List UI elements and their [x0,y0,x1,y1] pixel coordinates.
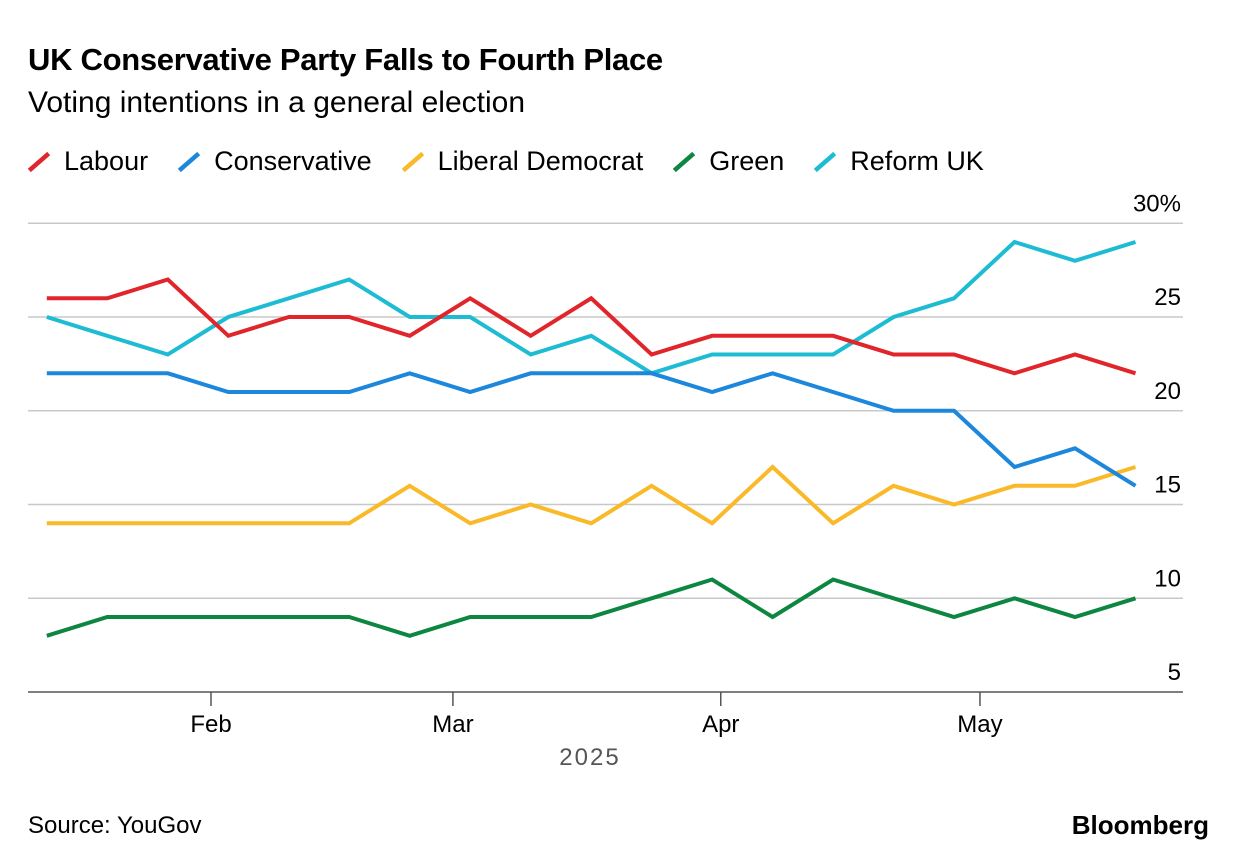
legend-line-icon [673,151,696,172]
source-note: Source: YouGov [28,812,202,839]
legend-label: Conservative [214,146,372,176]
x-tick-label: Feb [190,711,231,738]
series-line-liberal-democrat [46,464,1137,526]
legend-line-icon [28,151,50,172]
y-tick-label: 25 [1154,284,1181,311]
legend-item: Reform UK [814,146,984,177]
legend-item: Conservative [178,146,372,177]
y-tick-label: 5 [1168,659,1181,686]
legend-label: Labour [64,146,149,176]
series-line-reform-uk [46,239,1137,376]
legend-line-icon [178,151,201,172]
y-tick-label: 15 [1154,472,1181,499]
legend-item: Liberal Democrat [401,146,644,177]
legend: Labour Conservative Liberal Democrat Green R… [28,146,984,177]
legend-item: Green [673,146,784,177]
series-line-conservative [46,371,1137,488]
legend-label: Liberal Democrat [437,146,644,176]
x-tick-label: May [957,711,1002,738]
legend-label: Reform UK [850,146,984,176]
chart-subtitle: Voting intentions in a general election [28,86,526,119]
y-tick-label: 30% [1133,190,1181,217]
y-tick-label: 10 [1154,565,1181,592]
series-line-labour [46,277,1137,376]
series-line-green [46,577,1137,638]
legend-label: Green [709,146,785,176]
legend-item: Labour [28,146,148,177]
x-tick-label: Apr [702,711,739,738]
chart-title: UK Conservative Party Falls to Fourth Pl… [28,42,663,77]
x-axis-label: 2025 [559,744,620,771]
legend-line-icon [401,151,424,172]
y-tick-label: 20 [1154,378,1181,405]
x-tick-label: Mar [432,711,473,738]
legend-line-icon [814,151,837,172]
bloomberg-logo: Bloomberg [1071,810,1209,840]
